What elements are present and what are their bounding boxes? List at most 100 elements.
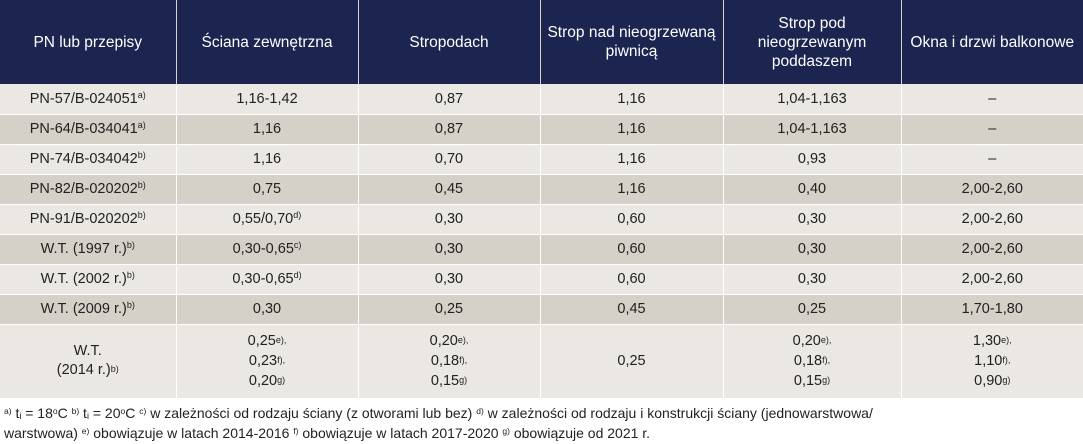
value: – <box>988 151 997 167</box>
value: 2,00-2,60 <box>961 181 1023 197</box>
value-cell: 0,20e), 0,18f), 0,15g) <box>358 324 541 399</box>
standard-cell: W.T. (2009 r.)b) <box>0 294 177 325</box>
value-cell: 2,00-2,60 <box>901 264 1083 295</box>
footnote-b-text: t <box>79 404 87 421</box>
table-header-row: PN lub przepisy Ściana zewnętrzna Stropoda… <box>0 0 1083 84</box>
value-line: 0,18f), <box>728 351 897 371</box>
value: 2,00-2,60 <box>961 241 1023 257</box>
value-footnote-mark: e), <box>457 335 469 345</box>
value-footnote-mark: g) <box>822 375 831 385</box>
value: 0,25 <box>434 301 464 317</box>
standard-footnote-mark: b) <box>137 150 146 160</box>
value: 0,18 <box>793 353 823 369</box>
value: 0,30 <box>252 301 282 317</box>
standard-name: PN-57/B-024051 <box>29 90 138 107</box>
standard-name: PN-64/B-034041 <box>29 121 138 137</box>
value-cell: 1,30e), 1,10f), 0,90g) <box>901 324 1083 399</box>
value: 1,16-1,42 <box>236 90 298 107</box>
value: 2,00-2,60 <box>961 211 1023 227</box>
standard-name: PN-91/B-020202 <box>29 211 138 227</box>
standard-cell: PN-64/B-034041a) <box>0 114 177 145</box>
table-row: W.T. (2014 r.)b) 0,25e), 0,23f), 0,20g) 0,20e… <box>0 324 1083 399</box>
footnote-d-text: w zależności od rodzaju i konstrukcji śc… <box>483 404 873 421</box>
value-cell: 0,60 <box>540 234 724 265</box>
value: 2,00-2,60 <box>961 271 1023 287</box>
standard-name-line2: (2014 r.)b) <box>4 361 172 380</box>
value-cell: 1,16 <box>176 114 359 145</box>
footnote-f-text: obowiązuje w latach 2017-2020 <box>298 424 503 441</box>
standard-cell: PN-74/B-034042b) <box>0 144 177 175</box>
footnote-c-text: w zależności od rodzaju ściany (z otwora… <box>146 404 477 421</box>
value-cell: 1,16 <box>540 114 724 145</box>
footnote-d-text-2: warstwowa) <box>4 424 82 441</box>
column-header: Okna i drzwi balkonowe <box>901 0 1083 84</box>
column-header: Strop nad nieogrzewaną piwnicą <box>540 0 724 84</box>
value: 1,16 <box>617 121 646 137</box>
value-line: 1,10f), <box>906 351 1080 371</box>
value: 0,90 <box>974 373 1003 389</box>
footnote-f-mark: f) <box>293 425 299 436</box>
value-footnote-mark: g) <box>1002 375 1011 385</box>
standard-name: W.T. (2002 r.) <box>40 271 127 287</box>
standard-cell: W.T. (2014 r.)b) <box>0 324 177 399</box>
footnote-a-text-2: = 18 <box>21 404 53 421</box>
value-cell: 0,40 <box>723 174 902 205</box>
value: 0,20 <box>792 333 821 349</box>
value: 0,30 <box>434 271 464 287</box>
footnote-a-text-3: C <box>57 404 72 421</box>
table-row: W.T. (1997 r.)b) 0,30-0,65c) 0,30 0,60 0,30 2… <box>0 234 1083 265</box>
value-cell: 1,16-1,42 <box>176 84 359 115</box>
value-footnote-mark: d) <box>293 210 302 220</box>
value: 0,30 <box>797 241 827 257</box>
value-cell: – <box>901 144 1083 175</box>
value: 0,60 <box>617 271 646 287</box>
value-cell: 0,45 <box>358 174 541 205</box>
value-line: 0,20e), <box>728 331 897 351</box>
value-cell: 0,60 <box>540 204 724 235</box>
value: 1,10 <box>974 353 1003 369</box>
table-row: PN-82/B-020202b) 0,75 0,45 1,16 0,40 2,00-2,6… <box>0 174 1083 205</box>
value: 0,55/0,70 <box>232 211 294 227</box>
standard-footnote-mark: b) <box>110 364 119 374</box>
footnote-line-2: warstwowa) e) obowiązuje w latach 2014-2… <box>4 423 1079 443</box>
value-cell: 0,30 <box>723 264 902 295</box>
value-footnote-mark: e), <box>275 335 287 345</box>
standard-footnote-mark: b) <box>137 180 146 190</box>
value: 1,04-1,163 <box>777 121 847 137</box>
footnote-a-mark: a) <box>4 405 12 416</box>
footnote-a-deg: o <box>52 405 58 416</box>
value-cell: 2,00-2,60 <box>901 234 1083 265</box>
value: 0,60 <box>617 241 646 257</box>
value: 1,16 <box>617 151 646 167</box>
value-line: 1,30e), <box>906 331 1080 351</box>
footnote-e-text: obowiązuje w latach 2014-2016 <box>89 424 294 441</box>
value-cell: 0,30 <box>358 234 541 265</box>
value: 1,16 <box>252 151 282 167</box>
standard-name: PN-82/B-020202 <box>29 181 138 197</box>
value-cell: 1,04-1,163 <box>723 84 902 115</box>
footnote-line-1: a) ti = 18oC b) ti = 20oC c) w zależnośc… <box>4 403 1079 423</box>
value-footnote-mark: f), <box>822 355 831 365</box>
value: 0,30-0,65 <box>232 271 294 287</box>
value-cell: 0,25e), 0,23f), 0,20g) <box>176 324 359 399</box>
value-cell: 1,16 <box>540 144 724 175</box>
footnote-d-mark: d) <box>476 405 484 416</box>
standard-footnote-mark: b) <box>126 300 135 310</box>
value: 0,30 <box>434 211 464 227</box>
footnote-b-text-2: = 20 <box>88 404 121 421</box>
value: 1,70-1,80 <box>961 301 1023 317</box>
value-cell: 0,25 <box>540 324 724 399</box>
value: 0,30-0,65 <box>232 241 294 257</box>
value: 0,45 <box>617 301 646 317</box>
footnote-a-sub: i <box>19 410 22 421</box>
value: 0,45 <box>434 181 464 197</box>
value: 0,20 <box>248 373 278 389</box>
value-line: 0,23f), <box>181 351 354 371</box>
value: 0,25 <box>617 353 646 369</box>
column-header: PN lub przepisy <box>0 0 177 84</box>
value-line: 0,90g) <box>906 371 1080 391</box>
value-footnote-mark: f), <box>277 355 286 365</box>
standard-name: W.T. (1997 r.) <box>40 241 127 257</box>
standard-name: W.T. (2009 r.) <box>40 301 127 317</box>
standard-cell: W.T. (2002 r.)b) <box>0 264 177 295</box>
